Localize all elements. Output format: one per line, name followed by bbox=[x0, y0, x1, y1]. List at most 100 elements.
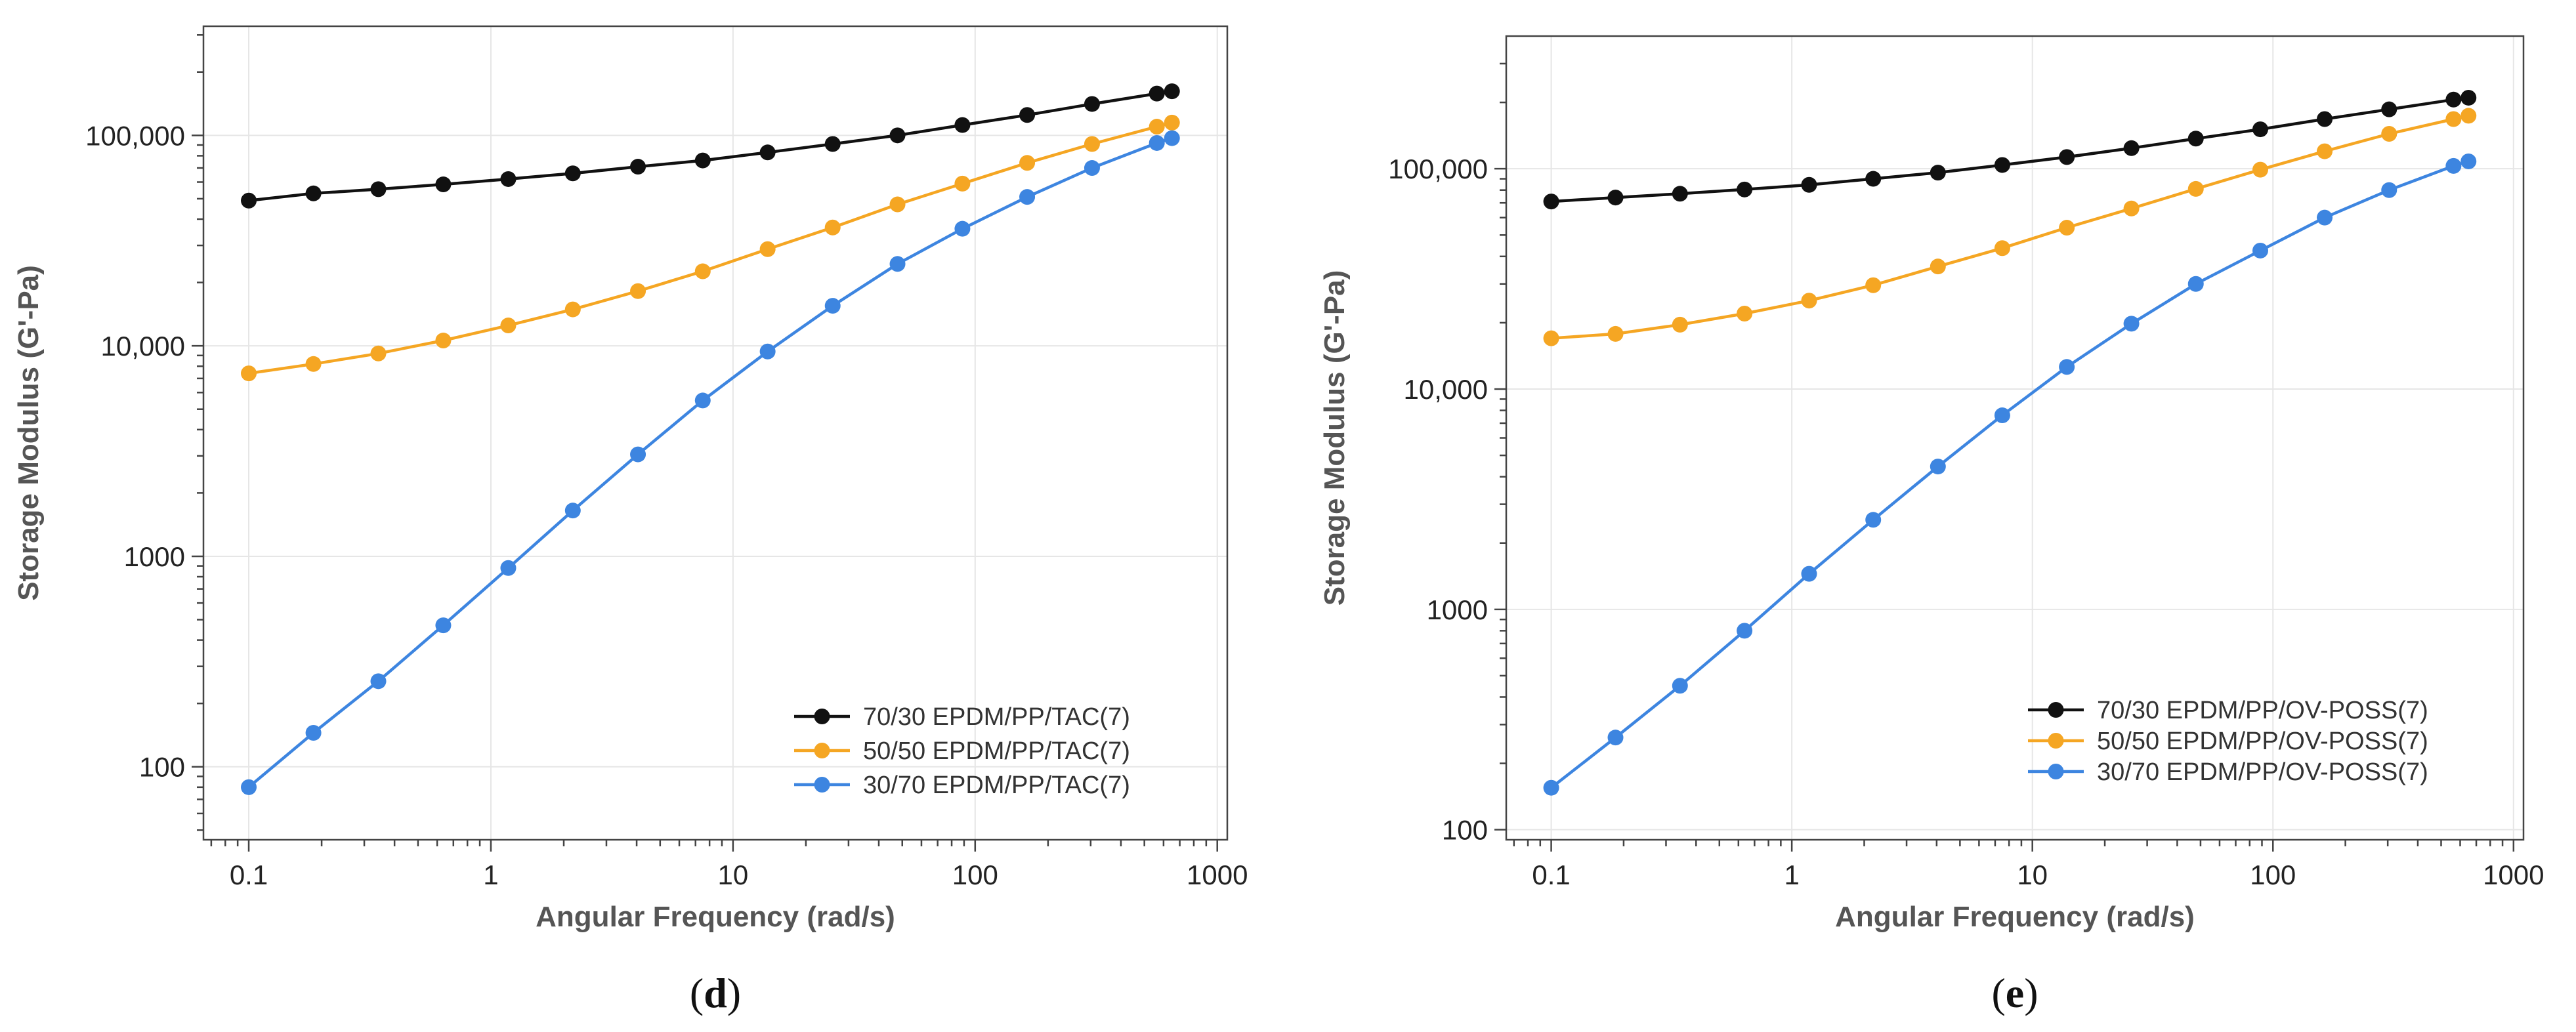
legend-label: 70/30 EPDM/PP/TAC(7) bbox=[863, 703, 1130, 731]
data-point bbox=[2123, 140, 2140, 156]
y-tick-label: 100,000 bbox=[1388, 154, 1488, 184]
y-tick-label: 1000 bbox=[124, 541, 185, 572]
panel-label: (d) bbox=[690, 970, 741, 1016]
data-point bbox=[1019, 155, 1036, 171]
x-tick-label: 0.1 bbox=[1532, 859, 1570, 890]
data-point bbox=[1149, 85, 1165, 102]
data-point bbox=[694, 152, 711, 169]
x-axis-title: Angular Frequency (rad/s) bbox=[536, 901, 895, 933]
data-point bbox=[564, 301, 581, 318]
data-point bbox=[889, 256, 906, 272]
data-point bbox=[1543, 330, 1559, 346]
data-point bbox=[2252, 161, 2268, 178]
series-line bbox=[248, 89, 1173, 202]
data-point bbox=[370, 673, 387, 690]
y-tick-label: 10,000 bbox=[101, 331, 185, 361]
legend-marker bbox=[814, 743, 830, 758]
x-tick-label: 10 bbox=[2017, 859, 2048, 890]
y-tick-label: 1000 bbox=[1427, 594, 1488, 625]
data-point bbox=[2381, 182, 2397, 198]
data-point bbox=[500, 171, 517, 187]
plot-frame bbox=[202, 25, 1229, 841]
data-point bbox=[1994, 157, 2010, 173]
series-1 bbox=[241, 83, 1180, 209]
data-point bbox=[1994, 240, 2010, 257]
data-point bbox=[1672, 186, 1688, 202]
x-axis-title: Angular Frequency (rad/s) bbox=[1835, 901, 2195, 933]
legend-marker bbox=[2048, 764, 2064, 779]
data-point bbox=[1737, 181, 1753, 197]
y-tick-label: 100 bbox=[139, 752, 185, 783]
data-point bbox=[500, 318, 517, 334]
chart-panel-d: 0.1 1 10 100 1000 100 1000 10,000 100,000 Angular… bbox=[12, 25, 1248, 1016]
data-point bbox=[1164, 83, 1180, 100]
data-point bbox=[824, 136, 841, 152]
data-point bbox=[2445, 91, 2462, 108]
data-point bbox=[759, 343, 776, 360]
data-point bbox=[2445, 157, 2462, 174]
data-point bbox=[1865, 171, 1882, 187]
data-point bbox=[2252, 242, 2268, 258]
data-point bbox=[2317, 111, 2333, 127]
data-point bbox=[1607, 325, 1624, 342]
data-point bbox=[1865, 512, 1882, 528]
data-point bbox=[2317, 209, 2333, 226]
data-point bbox=[1164, 130, 1180, 146]
panel-label-letter: e bbox=[2006, 970, 2024, 1016]
data-point bbox=[2059, 220, 2075, 236]
data-point bbox=[241, 365, 257, 382]
data-point bbox=[241, 779, 257, 795]
panel-label: (e) bbox=[1991, 970, 2038, 1016]
data-point bbox=[1865, 277, 1882, 293]
y-tick-label: 10,000 bbox=[1404, 374, 1488, 405]
legend-label: 30/70 EPDM/PP/OV-POSS(7) bbox=[2097, 758, 2428, 786]
data-point bbox=[1607, 730, 1624, 746]
data-point bbox=[889, 196, 906, 213]
series-2 bbox=[241, 114, 1180, 382]
x-tick-label: 1 bbox=[483, 859, 498, 890]
data-point bbox=[1543, 194, 1559, 210]
data-point bbox=[630, 446, 646, 463]
panel-label-open: ( bbox=[1991, 970, 2005, 1016]
data-point bbox=[1607, 190, 1624, 206]
data-point bbox=[630, 159, 646, 175]
legend-marker bbox=[814, 709, 830, 724]
data-point bbox=[305, 185, 322, 201]
data-point bbox=[1672, 316, 1688, 333]
data-point bbox=[2187, 276, 2204, 292]
panel-label-close: ) bbox=[2024, 970, 2038, 1016]
data-point bbox=[1084, 136, 1100, 152]
data-point bbox=[2187, 131, 2204, 147]
data-point bbox=[824, 219, 841, 236]
legend: 70/30 EPDM/PP/TAC(7) 50/50 EPDM/PP/TAC(7)… bbox=[794, 703, 1130, 799]
panel-label-letter: d bbox=[704, 970, 727, 1016]
series-line bbox=[247, 136, 1173, 789]
x-tick-label: 0.1 bbox=[230, 859, 268, 890]
data-point bbox=[2460, 108, 2477, 124]
series-line bbox=[1551, 96, 2469, 203]
series-2 bbox=[1543, 108, 2477, 346]
series-3 bbox=[1543, 153, 2477, 796]
data-point bbox=[2381, 101, 2397, 117]
data-point bbox=[1019, 107, 1036, 123]
data-point bbox=[954, 117, 971, 133]
x-tick-label: 1000 bbox=[1187, 859, 1248, 890]
data-point bbox=[1737, 623, 1753, 639]
data-point bbox=[370, 181, 387, 197]
data-point bbox=[1930, 258, 1946, 275]
series-line bbox=[1550, 159, 2469, 789]
data-point bbox=[1149, 134, 1165, 151]
legend-marker bbox=[2048, 733, 2064, 749]
data-point bbox=[2059, 149, 2075, 165]
data-point bbox=[2445, 111, 2462, 127]
data-point bbox=[954, 175, 971, 192]
data-point bbox=[2252, 121, 2268, 138]
data-point bbox=[500, 560, 517, 576]
data-point bbox=[2059, 359, 2075, 375]
x-tick-label: 1 bbox=[1784, 859, 1799, 890]
data-point bbox=[954, 220, 971, 237]
series-line bbox=[1551, 114, 2469, 340]
legend-marker bbox=[814, 777, 830, 793]
panel-label-open: ( bbox=[690, 970, 704, 1016]
data-point bbox=[305, 356, 322, 372]
